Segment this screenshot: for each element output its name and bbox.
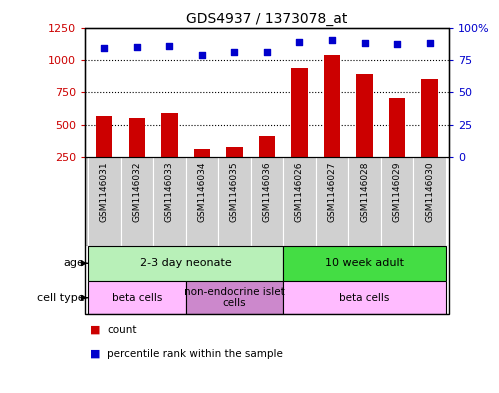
Text: GSM1146036: GSM1146036 [262, 162, 271, 222]
Bar [96, 116, 112, 190]
Bar [88, 281, 186, 314]
Bar [356, 74, 373, 190]
Text: GSM1146034: GSM1146034 [198, 162, 207, 222]
Bar [389, 97, 405, 190]
Text: GSM1146029: GSM1146029 [393, 162, 402, 222]
Point [393, 41, 401, 48]
Bar [283, 246, 446, 281]
Bar [129, 118, 145, 190]
Bar [88, 157, 121, 246]
Bar [194, 149, 210, 190]
Point [198, 51, 206, 58]
Bar [250, 157, 283, 246]
Text: GSM1146035: GSM1146035 [230, 162, 239, 222]
Point [426, 40, 434, 46]
Text: GSM1146030: GSM1146030 [425, 162, 434, 222]
Text: count: count [107, 325, 137, 335]
Text: GSM1146028: GSM1146028 [360, 162, 369, 222]
Text: cell type: cell type [36, 293, 84, 303]
Point [100, 45, 108, 51]
Bar [283, 157, 316, 246]
Bar [283, 281, 446, 314]
Bar [381, 157, 413, 246]
Text: 10 week adult: 10 week adult [325, 258, 404, 268]
Text: non-endocrine islet
cells: non-endocrine islet cells [184, 287, 285, 309]
Bar [324, 55, 340, 190]
Bar [291, 68, 307, 190]
Bar [121, 157, 153, 246]
Bar [153, 157, 186, 246]
Bar [227, 147, 243, 190]
Bar [316, 157, 348, 246]
Title: GDS4937 / 1373078_at: GDS4937 / 1373078_at [186, 13, 348, 26]
Text: GSM1146026: GSM1146026 [295, 162, 304, 222]
Bar [259, 136, 275, 190]
Text: GSM1146032: GSM1146032 [132, 162, 141, 222]
Text: GSM1146033: GSM1146033 [165, 162, 174, 222]
Text: GSM1146031: GSM1146031 [100, 162, 109, 222]
Bar [422, 79, 438, 190]
Point [328, 37, 336, 44]
Bar [348, 157, 381, 246]
Bar [186, 281, 283, 314]
Bar [218, 157, 250, 246]
Point [133, 44, 141, 50]
Text: 2-3 day neonate: 2-3 day neonate [140, 258, 232, 268]
Point [263, 49, 271, 55]
Text: ■: ■ [90, 349, 100, 359]
Text: percentile rank within the sample: percentile rank within the sample [107, 349, 283, 359]
Text: beta cells: beta cells [339, 293, 390, 303]
Bar [161, 113, 178, 190]
Text: age: age [63, 258, 84, 268]
Bar [413, 157, 446, 246]
Point [361, 40, 369, 46]
Bar [88, 246, 283, 281]
Text: beta cells: beta cells [112, 293, 162, 303]
Point [231, 49, 239, 55]
Point [165, 42, 173, 49]
Point [295, 39, 303, 45]
Text: ■: ■ [90, 325, 100, 335]
Bar [186, 157, 218, 246]
Text: GSM1146027: GSM1146027 [327, 162, 336, 222]
